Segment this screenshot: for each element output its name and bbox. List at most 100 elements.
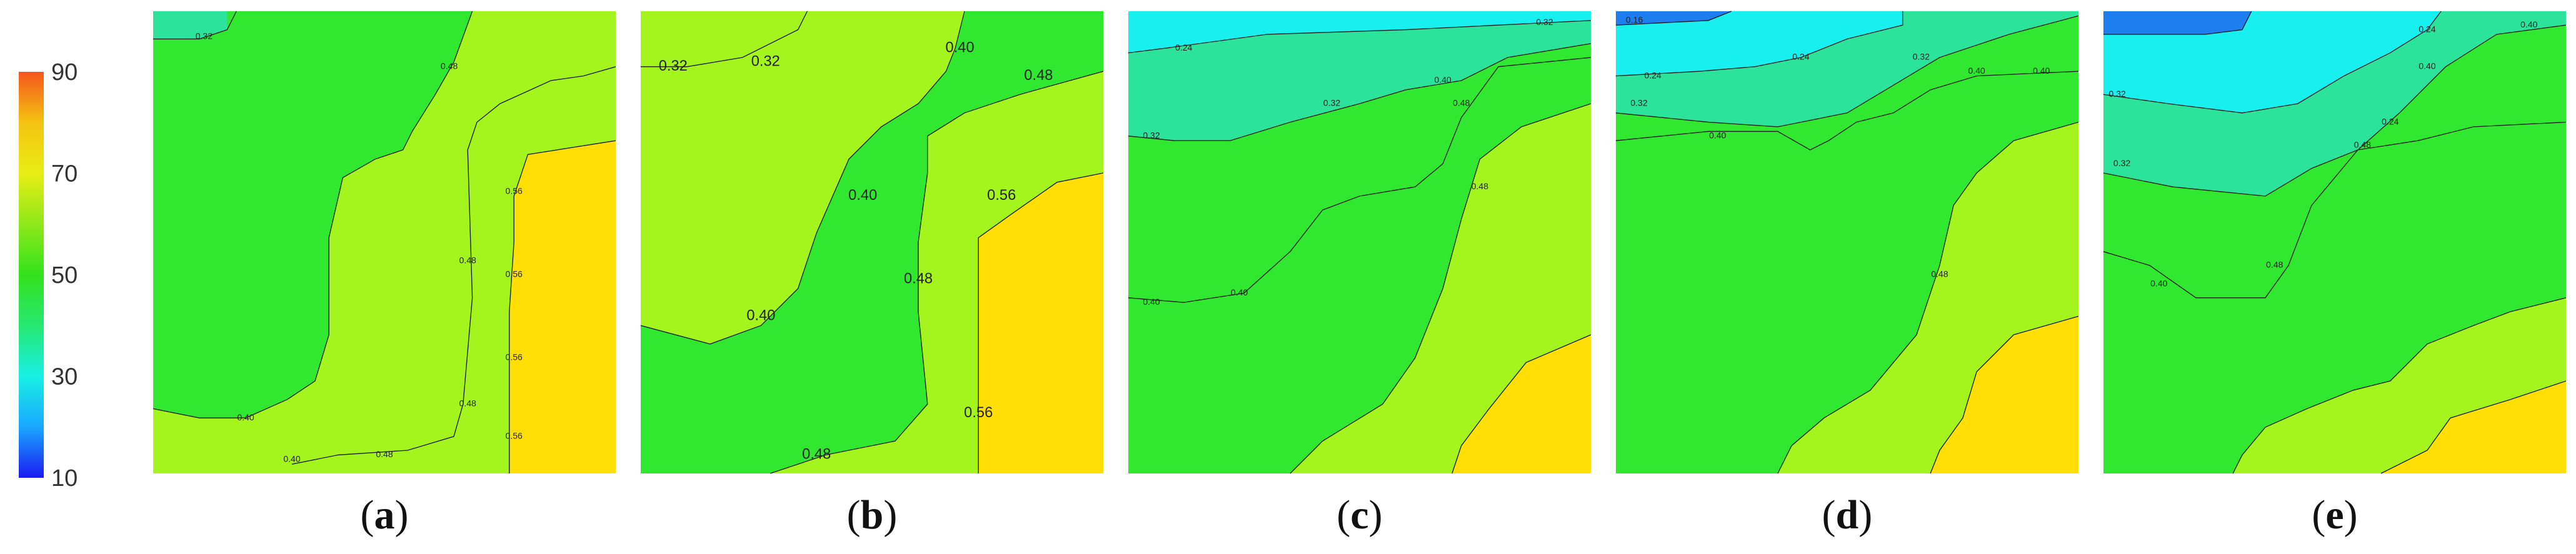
contour-line <box>1615 11 1732 26</box>
contour-label: 0.40 <box>1231 287 1248 297</box>
contour-label: 0.40 <box>2418 61 2436 71</box>
contour-line <box>1128 20 1591 54</box>
contour-line <box>978 172 1104 474</box>
caption-close-paren: ) <box>1369 492 1383 538</box>
caption-letter: a <box>374 492 395 538</box>
contour-label: 0.48 <box>376 449 393 459</box>
contour-label: 0.24 <box>1645 70 1662 80</box>
contour-line <box>641 11 808 67</box>
contour-line <box>2380 380 2567 474</box>
contour-line <box>153 11 473 418</box>
contour-label: 0.24 <box>1175 42 1193 52</box>
caption-open-paren: ( <box>1336 492 1350 538</box>
contour-label: 0.16 <box>1626 15 1643 25</box>
contour-label: 0.32 <box>1630 98 1648 108</box>
panel-e: 0.32 0.24 0.32 0.40 0.40 0.40 0.48 0.48 0.24 <box>2103 11 2567 474</box>
contour-line <box>153 11 237 40</box>
panel-a: 0.32 0.40 0.48 0.40 0.48 0.48 0.48 0.56 0.56 0.56… <box>153 11 616 474</box>
contour-label: 0.32 <box>1323 98 1341 108</box>
caption-close-paren: ) <box>2344 492 2358 538</box>
caption-letter: d <box>1836 492 1859 538</box>
colorbar-tick-label: 90 <box>51 59 78 86</box>
contour-label: 0.56 <box>506 269 523 279</box>
contour-label: 0.40 <box>1709 131 1727 141</box>
contour-label: 0.24 <box>1792 52 1810 62</box>
contour-label: 0.40 <box>2520 19 2538 29</box>
caption-letter: e <box>2325 492 2343 538</box>
contour-label: 0.32 <box>659 58 688 74</box>
caption-open-paren: ( <box>847 492 861 538</box>
contour-label: 0.40 <box>746 308 775 324</box>
contour-label: 0.48 <box>2266 260 2283 270</box>
contour-label: 0.56 <box>506 431 523 441</box>
panel-caption: (a) <box>361 492 409 538</box>
panel-caption: (d) <box>1822 492 1873 538</box>
caption-open-paren: ( <box>361 492 374 538</box>
caption-letter: b <box>861 492 884 538</box>
filled-contour-region <box>2103 11 2442 113</box>
contour-label: 0.48 <box>904 270 933 287</box>
filled-contour-region <box>153 11 228 39</box>
colorbar <box>19 72 44 478</box>
contour-label: 0.32 <box>2109 89 2127 99</box>
contour-label: 0.40 <box>237 412 254 422</box>
contour-label: 0.56 <box>506 352 523 362</box>
contour-label: 0.32 <box>196 31 213 41</box>
contour-label: 0.40 <box>946 39 975 56</box>
contour-label: 0.32 <box>2113 158 2131 168</box>
contour-line <box>2232 297 2567 474</box>
contour-label: 0.56 <box>987 187 1016 204</box>
contour-line <box>2103 121 2567 299</box>
colorbar-tick-label: 10 <box>51 465 78 492</box>
contour-label: 0.40 <box>283 454 301 464</box>
filled-contour-region <box>1616 11 1903 76</box>
contour-label: 0.40 <box>848 187 877 204</box>
contour-label: 0.40 <box>1968 66 1986 76</box>
contour-label: 0.32 <box>1913 52 1930 62</box>
contour-label: 0.48 <box>441 61 458 71</box>
panel-d: 0.16 0.24 0.24 0.32 0.32 0.40 0.40 0.40 0.48 <box>1615 11 2079 474</box>
filled-contour-region <box>978 173 1103 473</box>
filled-contour-region <box>1128 20 1591 141</box>
contour-line <box>291 66 616 465</box>
colorbar-tick-label: 30 <box>51 364 78 390</box>
contour-line <box>640 11 965 345</box>
contour-line <box>1128 57 1591 303</box>
contour-line <box>1128 43 1591 141</box>
filled-contour-region <box>1930 316 2078 473</box>
filled-contour-region <box>153 450 616 473</box>
filled-contour-region <box>1616 11 1732 26</box>
panel-caption: (c) <box>1336 492 1382 538</box>
contour-label: 0.40 <box>1143 297 1160 307</box>
contour-label: 0.40 <box>2033 66 2050 76</box>
contour-label: 0.48 <box>2354 139 2372 149</box>
caption-close-paren: ) <box>395 492 409 538</box>
contour-label: 0.56 <box>506 185 523 195</box>
contour-line <box>1615 71 2079 151</box>
contour-label: 0.48 <box>459 398 477 408</box>
filled-contour-region <box>153 11 616 473</box>
contour-line <box>1290 103 1591 474</box>
caption-open-paren: ( <box>1822 492 1836 538</box>
contour-line <box>1615 11 1903 77</box>
caption-close-paren: ) <box>1858 492 1872 538</box>
contour-label: 0.48 <box>802 447 831 463</box>
contour-label: 0.24 <box>2382 116 2399 126</box>
contour-label: 0.32 <box>1536 17 1553 27</box>
contour-line <box>2103 11 2252 35</box>
filled-contour-region <box>1128 11 1591 53</box>
contour-label: 0.40 <box>1435 75 1452 85</box>
contour-label: 0.32 <box>1143 131 1160 141</box>
contour-line <box>1930 315 2079 474</box>
contour-line <box>769 71 1104 474</box>
contour-line <box>1777 121 2079 474</box>
panel-b: 0.32 0.32 0.40 0.40 0.40 0.48 0.48 0.48 0.56 0.56 <box>640 11 1104 474</box>
contour-label: 0.32 <box>751 54 780 70</box>
caption-open-paren: ( <box>2312 492 2325 538</box>
contour-label: 0.40 <box>2150 278 2168 288</box>
panel-c: 0.24 0.32 0.32 0.32 0.40 0.40 0.40 0.48 0.48 <box>1128 11 1591 474</box>
filled-contour-region <box>641 11 1103 344</box>
contour-line <box>1451 334 1591 474</box>
panel-caption: (e) <box>2312 492 2357 538</box>
